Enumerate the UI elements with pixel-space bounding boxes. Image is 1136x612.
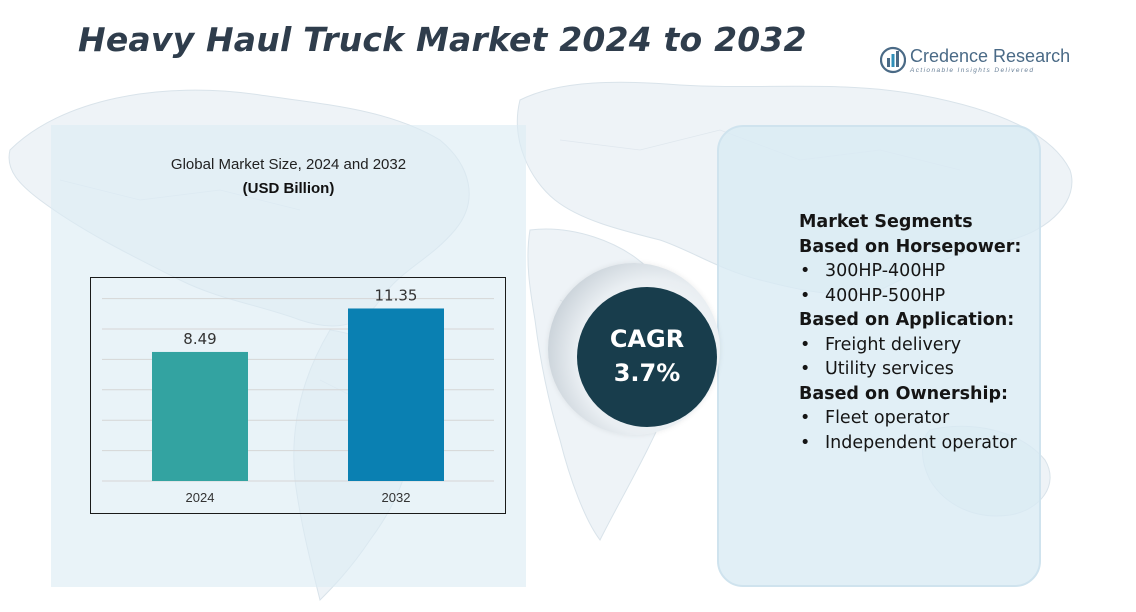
segments-heading: Market Segments	[799, 212, 973, 232]
market-segments: Market Segments Based on Horsepower: 300…	[799, 210, 1039, 455]
segment-item: Independent operator	[799, 431, 1039, 456]
cagr-value: 3.7%	[613, 359, 681, 387]
cagr-badge: CAGR 3.7%	[577, 287, 717, 427]
chart-frame	[90, 277, 506, 514]
segment-list: Freight delivery Utility services	[799, 333, 1039, 382]
page-title: Heavy Haul Truck Market 2024 to 2032	[78, 20, 807, 59]
logo-name: Credence Research	[910, 46, 1071, 66]
segment-list: 300HP-400HP 400HP-500HP	[799, 259, 1039, 308]
x-tick-label: 2032	[382, 490, 411, 505]
segment-list: Fleet operator Independent operator	[799, 406, 1039, 455]
bar-2032	[348, 308, 444, 481]
logo-tagline: Actionable Insights Delivered	[910, 67, 1035, 74]
chart-title: Global Market Size, 2024 and 2032	[170, 156, 407, 173]
chart-unit: (USD Billion)	[242, 180, 335, 197]
segment-item: Freight delivery	[799, 333, 1039, 358]
segment-group-title: Based on Horsepower:	[799, 236, 1022, 257]
segment-item: 300HP-400HP	[799, 259, 1039, 284]
segment-item: 400HP-500HP	[799, 284, 1039, 309]
bar-chart-logo-icon	[880, 46, 906, 74]
data-label: 8.49	[183, 330, 216, 348]
market-size-bar-chart: 8.49 2024 11.35 2032	[90, 277, 506, 514]
segment-group-title: Based on Application:	[799, 310, 1015, 330]
segment-item: Utility services	[799, 357, 1039, 382]
cagr-label: CAGR	[609, 325, 685, 353]
x-tick-label: 2024	[186, 490, 215, 505]
chart-panel	[51, 125, 526, 587]
segment-item: Fleet operator	[799, 406, 1039, 431]
data-label: 11.35	[375, 286, 418, 304]
bar-2024	[152, 351, 248, 481]
brand-logo: Credence Research Actionable Insights De…	[880, 44, 1080, 78]
segment-group-title: Based on Ownership:	[799, 383, 1009, 404]
